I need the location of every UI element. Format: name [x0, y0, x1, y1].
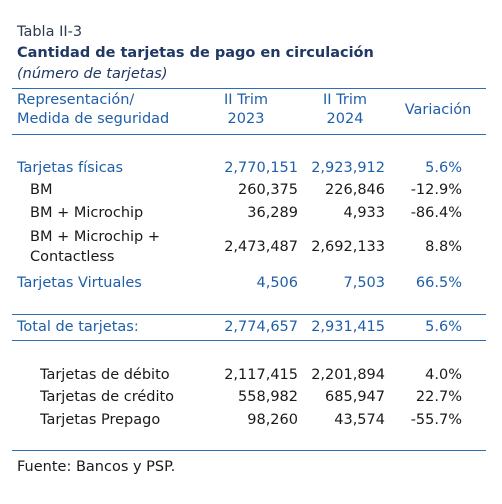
- cell-value: -12.9%: [410, 182, 462, 198]
- rule: [12, 450, 486, 451]
- cell-value: -86.4%: [410, 205, 462, 221]
- cell-value: 4.0%: [425, 367, 462, 383]
- cell-value: 2,770,151: [224, 160, 298, 176]
- cell-value: 260,375: [238, 182, 298, 198]
- cell-value: 2,473,487: [224, 239, 298, 255]
- cell-value: 558,982: [238, 389, 298, 405]
- cell-value: 2,201,894: [311, 367, 385, 383]
- rule: [12, 314, 486, 315]
- column-header: II Trim: [322, 92, 367, 108]
- cell-value: -55.7%: [410, 412, 462, 428]
- cell-value: 7,503: [343, 275, 385, 291]
- cell-value: 2,923,912: [311, 160, 385, 176]
- row-label: Total de tarjetas:: [17, 319, 139, 335]
- row-label: BM: [30, 182, 53, 198]
- cell-value: 2,774,657: [224, 319, 298, 335]
- table-label: Tabla II-3: [17, 24, 83, 40]
- cell-value: 43,574: [334, 412, 385, 428]
- cell-value: 2,931,415: [311, 319, 385, 335]
- cell-value: 98,260: [247, 412, 298, 428]
- cell-value: 4,506: [256, 275, 298, 291]
- row-label: Tarjetas Virtuales: [17, 275, 142, 291]
- rule: [12, 134, 486, 135]
- cell-value: 8.8%: [425, 239, 462, 255]
- column-header: 2024: [326, 111, 364, 127]
- cell-value: 226,846: [325, 182, 385, 198]
- cell-value: 2,692,133: [311, 239, 385, 255]
- rule: [12, 340, 486, 341]
- rule: [12, 88, 486, 89]
- row-label: BM + Microchip: [30, 205, 144, 221]
- row-label: Contactless: [30, 249, 115, 265]
- cell-value: 685,947: [325, 389, 385, 405]
- table-title: Cantidad de tarjetas de pago en circulac…: [17, 45, 374, 61]
- column-header: 2023: [227, 111, 265, 127]
- row-label: Tarjetas de débito: [40, 367, 170, 383]
- column-header: Representación/: [17, 92, 135, 108]
- cell-value: 66.5%: [415, 275, 462, 291]
- cell-value: 5.6%: [425, 319, 462, 335]
- row-label: Tarjetas Prepago: [40, 412, 161, 428]
- column-header: II Trim: [223, 92, 268, 108]
- column-header: Variación: [404, 102, 472, 118]
- cell-value: 4,933: [343, 205, 385, 221]
- source-note: Fuente: Bancos y PSP.: [17, 459, 176, 475]
- cell-value: 22.7%: [415, 389, 462, 405]
- cell-value: 36,289: [247, 205, 298, 221]
- cell-value: 2,117,415: [224, 367, 298, 383]
- column-header: Medida de seguridad: [17, 111, 170, 127]
- row-label: Tarjetas físicas: [17, 160, 124, 176]
- row-label: Tarjetas de crédito: [40, 389, 175, 405]
- row-label: BM + Microchip +: [30, 229, 161, 245]
- table-subtitle: (número de tarjetas): [17, 66, 168, 82]
- cell-value: 5.6%: [425, 160, 462, 176]
